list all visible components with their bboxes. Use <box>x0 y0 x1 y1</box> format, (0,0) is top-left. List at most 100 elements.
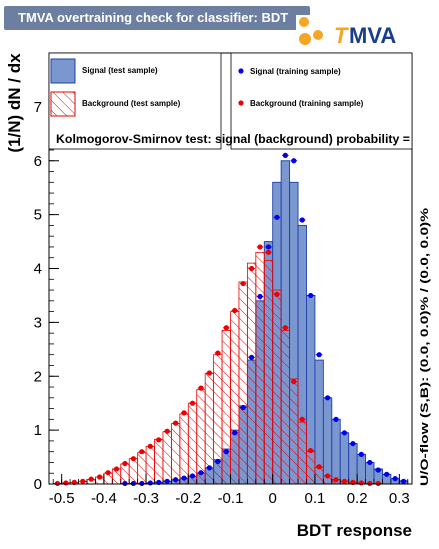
background-test-bin-24 <box>255 251 265 485</box>
background-test-bin-15 <box>179 413 189 485</box>
y-tick-label-4: 4 <box>34 261 42 278</box>
signal-train-point-29 <box>299 217 305 223</box>
signal-train-point-20 <box>223 449 229 455</box>
background-train-point-0 <box>54 480 61 487</box>
background-train-point-8 <box>122 460 128 467</box>
signal-test-bin-37 <box>365 462 375 485</box>
signal-train-point-10 <box>139 480 145 487</box>
legend-label-signal-train: Signal (training sample) <box>250 67 341 76</box>
y-tick-label-0: 0 <box>34 476 42 493</box>
legend-marker-signal-train <box>238 68 244 74</box>
background-test-bin-11 <box>145 445 155 485</box>
signal-train-point-14 <box>173 477 179 483</box>
legend-label-background-train: Background (training sample) <box>250 99 364 108</box>
signal-train-point-19 <box>215 458 221 464</box>
logo-dot-2 <box>299 33 311 45</box>
background-train-point-26 <box>274 291 280 297</box>
background-train-point-30 <box>308 447 314 454</box>
background-train-point-20 <box>223 325 229 331</box>
background-train-point-29 <box>299 416 305 422</box>
signal-train-point-27 <box>282 152 288 158</box>
background-test-bin-23 <box>246 262 257 485</box>
signal-train-point-17 <box>198 470 204 476</box>
signal-test-bin-32 <box>322 397 333 485</box>
background-train-point-11 <box>147 443 153 449</box>
x-tick-label-6: 0.1 <box>304 490 325 507</box>
legend-label-background-test: Background (test sample) <box>82 99 181 108</box>
background-train-point-24 <box>257 244 263 250</box>
plot-title: TMVA overtraining check for classifier: … <box>4 6 310 30</box>
legend-swatch-signal-test <box>50 58 76 84</box>
logo-letter-t: T <box>334 23 349 48</box>
signal-train-point-22 <box>240 404 246 411</box>
background-train-point-28 <box>291 379 297 385</box>
signal-train-point-11 <box>147 480 153 486</box>
y-axis-ticks: 0 1 2 3 4 5 6 7 <box>34 52 59 493</box>
y-tick-label-2: 2 <box>34 368 42 385</box>
x-tick-label-1: -0.4 <box>91 490 117 507</box>
background-train-point-38 <box>375 480 381 487</box>
signal-train-point-25 <box>265 244 272 250</box>
y-tick-label-1: 1 <box>34 422 42 439</box>
signal-train-point-18 <box>206 465 212 471</box>
x-tick-label-7: 0.2 <box>347 490 368 507</box>
signal-train-point-41 <box>400 478 407 484</box>
background-train-point-16 <box>189 400 196 406</box>
background-train-point-36 <box>358 480 364 486</box>
background-train-point-18 <box>206 370 212 376</box>
signal-train-point-34 <box>341 430 348 436</box>
background-test-bin-22 <box>238 281 248 485</box>
signal-test-bin-36 <box>356 453 367 485</box>
background-train-point-32 <box>324 473 331 479</box>
background-test-bin-17 <box>196 389 206 485</box>
legend-left <box>48 52 222 150</box>
background-train-point-15 <box>181 410 187 416</box>
signal-train-point-37 <box>367 459 373 466</box>
signal-train-point-24 <box>257 293 263 300</box>
overflow-text: U/O-flow (S,B): (0.0, 0.0)% / (0.0, 0.0)… <box>419 208 431 486</box>
signal-train-point-28 <box>291 158 297 164</box>
background-train-point-14 <box>173 420 179 426</box>
signal-train-point-13 <box>164 478 170 484</box>
background-test-bin-13 <box>162 431 172 485</box>
background-test-bin-28 <box>289 378 299 485</box>
signal-train-point-30 <box>308 292 314 299</box>
logo-dot-1 <box>299 17 309 27</box>
background-train-point-25 <box>265 249 272 255</box>
background-train-point-33 <box>333 477 339 483</box>
background-train-point-21 <box>232 307 238 314</box>
signal-train-point-21 <box>232 430 238 436</box>
y-tick-label-7: 7 <box>34 99 42 116</box>
signal-test-bin-33 <box>331 418 341 485</box>
logo-dot-3 <box>313 30 323 40</box>
x-axis-title: BDT response <box>297 521 412 540</box>
legend-marker-background-train <box>238 100 244 106</box>
background-test-bin-12 <box>154 438 164 485</box>
x-tick-label-4: -0.1 <box>218 490 244 507</box>
background-test-bin-14 <box>171 423 181 485</box>
signal-test-bin-34 <box>339 432 350 485</box>
signal-train-point-26 <box>274 214 280 220</box>
background-train-point-19 <box>215 350 221 356</box>
tmva-logo-graphic: T MVA <box>299 17 396 48</box>
background-train-point-12 <box>156 437 162 443</box>
signal-train-point-40 <box>392 476 398 482</box>
background-train-point-3 <box>80 478 86 484</box>
legend-swatch-background-test <box>50 91 76 117</box>
signal-train-point-15 <box>181 475 187 481</box>
background-train-point-5 <box>97 474 103 480</box>
tmva-logo: T MVA <box>296 15 416 49</box>
x-tick-label-0: -0.5 <box>49 490 75 507</box>
x-tick-label-2: -0.3 <box>133 490 159 507</box>
signal-train-point-31 <box>316 352 322 358</box>
signal-train-point-39 <box>384 471 390 477</box>
background-test-bin-10 <box>137 452 147 485</box>
background-test-bin-25 <box>263 260 274 485</box>
signal-train-point-36 <box>358 451 364 457</box>
signal-train-point-35 <box>350 440 356 447</box>
background-train-point-37 <box>367 480 373 487</box>
background-train-point-6 <box>105 470 111 476</box>
background-train-point-23 <box>249 265 255 272</box>
background-test-bin-21 <box>230 311 240 485</box>
